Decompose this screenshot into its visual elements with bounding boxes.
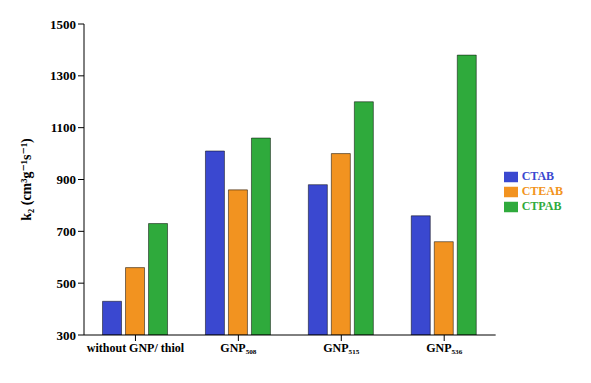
svg-text:1100: 1100 <box>51 120 76 135</box>
svg-text:GNP₅₀₈: GNP₅₀₈ <box>220 341 257 355</box>
svg-text:700: 700 <box>57 224 77 239</box>
svg-text:1500: 1500 <box>50 17 76 32</box>
svg-text:900: 900 <box>57 172 77 187</box>
svg-text:GNP₅₁₅: GNP₅₁₅ <box>323 341 360 355</box>
svg-text:without GNP/ thiol: without GNP/ thiol <box>87 341 185 355</box>
svg-text:GNP₅₃₆: GNP₅₃₆ <box>426 341 463 355</box>
html-text:CTAB: CTAB <box>521 168 555 183</box>
html-text:CTEAB: CTEAB <box>521 183 563 198</box>
svg-text:300: 300 <box>57 328 77 343</box>
html-text:CTPAB: CTPAB <box>521 199 562 214</box>
svg-text:1300: 1300 <box>50 68 76 83</box>
svg-text:500: 500 <box>57 276 77 291</box>
svg-text:k₂ (cm³g⁻¹s⁻¹): k₂ (cm³g⁻¹s⁻¹) <box>19 138 35 221</box>
